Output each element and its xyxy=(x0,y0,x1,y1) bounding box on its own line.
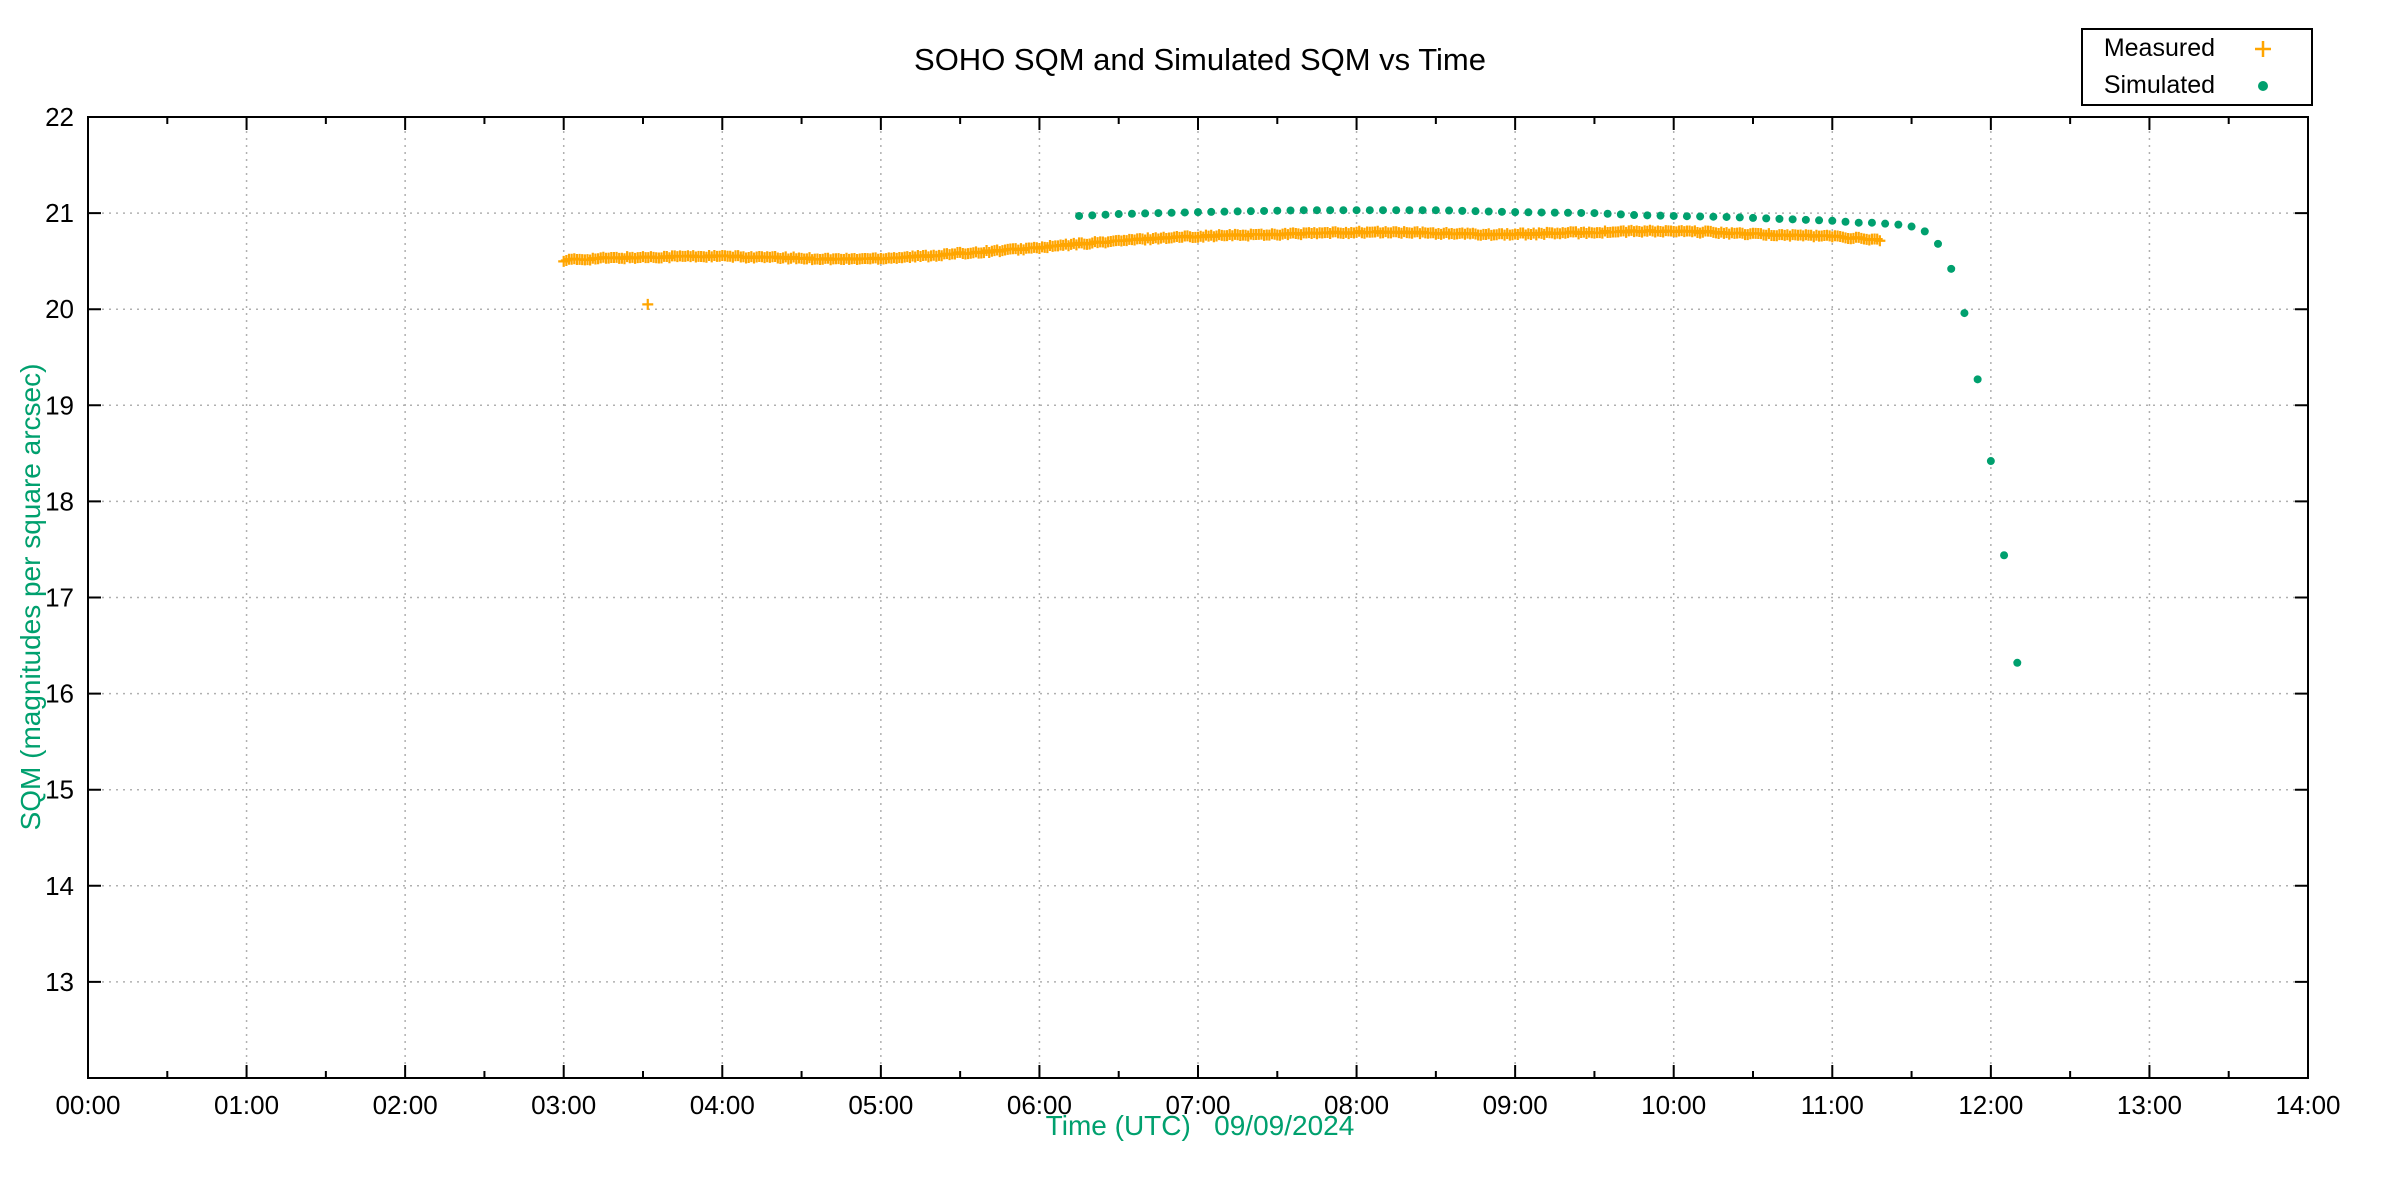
svg-text:04:00: 04:00 xyxy=(690,1090,755,1120)
svg-text:18: 18 xyxy=(45,486,74,516)
svg-text:22: 22 xyxy=(45,102,74,132)
svg-text:03:00: 03:00 xyxy=(531,1090,596,1120)
legend-row-simulated: Simulated xyxy=(2083,67,2311,104)
svg-text:09:00: 09:00 xyxy=(1483,1090,1548,1120)
y-tick-labels: 13 14 15 16 17 18 19 20 21 22 xyxy=(45,102,74,997)
svg-text:15: 15 xyxy=(45,775,74,805)
svg-text:07:00: 07:00 xyxy=(1165,1090,1230,1120)
svg-text:13: 13 xyxy=(45,967,74,997)
svg-text:14:00: 14:00 xyxy=(2275,1090,2340,1120)
svg-text:12:00: 12:00 xyxy=(1958,1090,2023,1120)
svg-text:01:00: 01:00 xyxy=(214,1090,279,1120)
svg-text:08:00: 08:00 xyxy=(1324,1090,1389,1120)
simulated-series xyxy=(1075,206,2022,667)
legend-label-simulated: Simulated xyxy=(2103,71,2215,99)
svg-text:19: 19 xyxy=(45,390,74,420)
axis-major-ticks xyxy=(87,116,2309,1078)
x-tick-labels: 00:00 01:00 02:00 03:00 04:00 05:00 06:00 07:00… xyxy=(55,1090,2340,1120)
axis-minor-ticks xyxy=(166,117,2230,1078)
svg-text:02:00: 02:00 xyxy=(373,1090,438,1120)
svg-text:16: 16 xyxy=(45,679,74,709)
chart-title: SOHO SQM and Simulated SQM vs Time xyxy=(914,42,1486,77)
legend-label-measured: Measured xyxy=(2103,34,2215,62)
plot-border xyxy=(87,116,2309,1079)
svg-text:13:00: 13:00 xyxy=(2117,1090,2182,1120)
svg-text:05:00: 05:00 xyxy=(848,1090,913,1120)
svg-text:10:00: 10:00 xyxy=(1641,1090,1706,1120)
measured-plus-icon xyxy=(2215,36,2311,62)
svg-text:14: 14 xyxy=(45,871,74,901)
simulated-dot-icon xyxy=(2215,73,2311,99)
svg-text:00:00: 00:00 xyxy=(55,1090,120,1120)
svg-text:06:00: 06:00 xyxy=(1007,1090,1072,1120)
svg-text:20: 20 xyxy=(45,294,74,324)
svg-text:11:00: 11:00 xyxy=(1801,1090,1864,1120)
svg-text:17: 17 xyxy=(45,583,74,613)
legend-box: Measured Simulated xyxy=(2081,28,2313,106)
y-axis-label: SQM (magnitudes per square arcsec) xyxy=(15,363,46,831)
legend-row-measured: Measured xyxy=(2083,30,2311,67)
grid-lines xyxy=(88,117,2308,1078)
measured-series xyxy=(558,224,1886,310)
svg-text:21: 21 xyxy=(45,198,74,228)
x-axis-label: Time (UTC) 09/09/2024 xyxy=(1045,1110,1355,1141)
